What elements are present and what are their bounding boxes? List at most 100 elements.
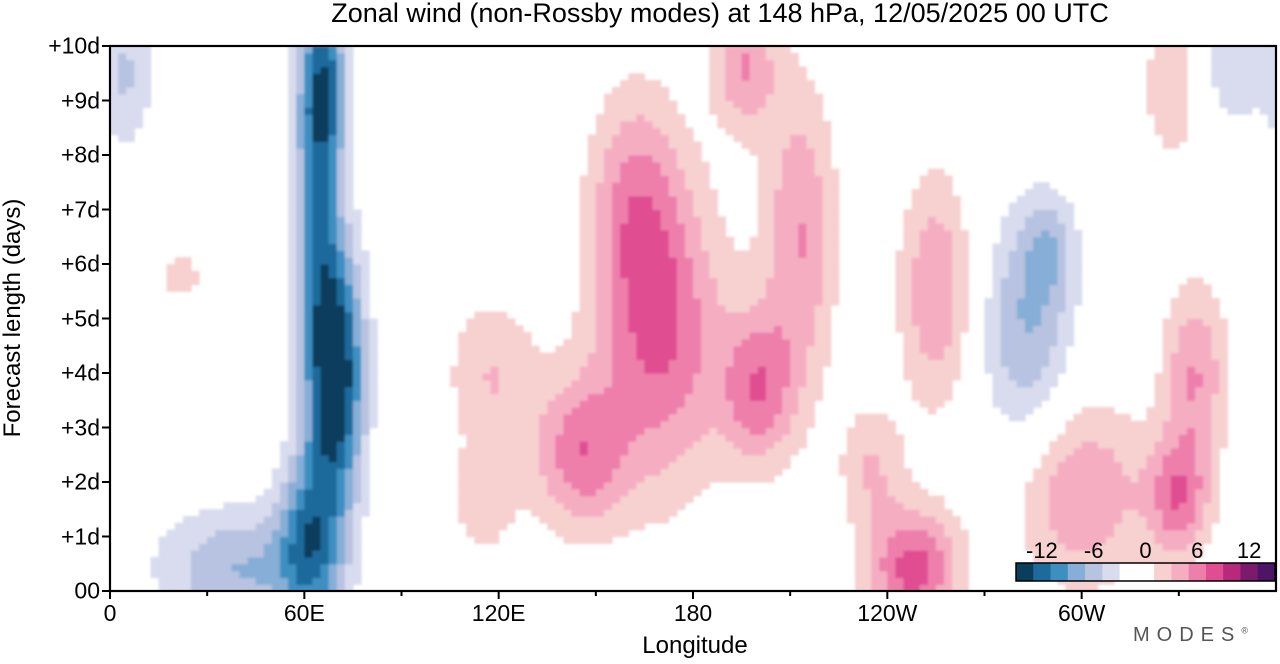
heatmap-cell	[312, 73, 322, 81]
heatmap-cell	[636, 373, 646, 381]
heatmap-cell	[919, 584, 929, 591]
heatmap-cell	[304, 386, 314, 395]
heatmap-cell	[725, 332, 735, 340]
heatmap-cell	[741, 427, 751, 435]
heatmap-cell	[587, 270, 597, 279]
heatmap-cell	[361, 434, 370, 442]
heatmap-cell	[506, 352, 516, 360]
heatmap-cell	[328, 352, 338, 360]
heatmap-cell	[1049, 475, 1058, 483]
heatmap-cell	[1065, 202, 1075, 211]
heatmap-cell	[1122, 529, 1131, 538]
heatmap-cell	[911, 529, 921, 538]
heatmap-cell	[1049, 522, 1058, 531]
heatmap-cell	[935, 189, 945, 197]
heatmap-cell	[1195, 543, 1204, 551]
heatmap-cell	[684, 236, 694, 245]
heatmap-cell	[1114, 447, 1123, 456]
heatmap-cell	[798, 120, 807, 129]
heatmap-cell	[482, 434, 492, 442]
heatmap-cell	[579, 175, 589, 183]
heatmap-cell	[336, 311, 346, 320]
heatmap-cell	[1073, 522, 1083, 531]
heatmap-cell	[814, 284, 824, 292]
heatmap-cell	[765, 291, 775, 299]
heatmap-cell	[952, 577, 961, 585]
heatmap-cell	[1186, 284, 1196, 292]
heatmap-cell	[765, 441, 775, 449]
heatmap-cell	[636, 155, 646, 163]
heatmap-cell	[555, 488, 565, 497]
heatmap-cell	[806, 134, 816, 142]
heatmap-cell	[166, 284, 176, 292]
heatmap-cell	[336, 318, 346, 326]
heatmap-cell	[1195, 447, 1204, 456]
heatmap-cell	[587, 400, 597, 408]
heatmap-cell	[320, 413, 330, 422]
heatmap-cell	[765, 284, 775, 292]
heatmap-cell	[263, 584, 273, 591]
heatmap-cell	[903, 223, 913, 231]
heatmap-cell	[733, 359, 743, 367]
heatmap-cell	[644, 311, 654, 320]
heatmap-cell	[474, 332, 484, 340]
heatmap-cell	[952, 345, 961, 354]
heatmap-cell	[344, 298, 354, 306]
heatmap-cell	[1211, 468, 1220, 476]
heatmap-cell	[595, 250, 605, 258]
heatmap-cell	[328, 482, 338, 490]
heatmap-cell	[547, 413, 556, 422]
heatmap-cell	[304, 141, 314, 149]
heatmap-cell	[1154, 516, 1164, 524]
heatmap-cell	[579, 516, 589, 524]
heatmap-cell	[320, 488, 330, 497]
heatmap-cell	[344, 155, 354, 163]
heatmap-cell	[1065, 529, 1075, 538]
heatmap-cell	[1195, 304, 1204, 313]
heatmap-cell	[854, 461, 864, 469]
heatmap-cell	[1178, 46, 1188, 54]
heatmap-cell	[296, 556, 305, 565]
heatmap-cell	[620, 441, 629, 449]
heatmap-cell	[676, 366, 686, 374]
heatmap-cell	[652, 407, 662, 415]
heatmap-cell	[709, 352, 718, 360]
heatmap-cell	[1041, 543, 1050, 551]
heatmap-cell	[1178, 93, 1188, 102]
heatmap-cell	[1162, 482, 1172, 490]
heatmap-cell	[304, 223, 314, 231]
heatmap-cell	[676, 482, 686, 490]
heatmap-cell	[879, 550, 888, 558]
heatmap-cell	[328, 536, 338, 544]
heatmap-cell	[644, 270, 654, 279]
heatmap-cell	[684, 325, 694, 333]
heatmap-cell	[717, 216, 726, 224]
heatmap-cell	[871, 556, 880, 565]
heatmap-cell	[288, 304, 297, 313]
heatmap-cell	[636, 195, 646, 204]
heatmap-cell	[741, 46, 751, 54]
heatmap-cell	[782, 66, 791, 74]
heatmap-cell	[952, 570, 961, 578]
heatmap-cell	[1146, 73, 1156, 81]
heatmap-cell	[1000, 264, 1010, 272]
heatmap-cell	[255, 536, 265, 544]
heatmap-cell	[490, 366, 500, 374]
heatmap-cell	[118, 107, 127, 115]
heatmap-cell	[765, 379, 775, 388]
heatmap-cell	[344, 277, 354, 286]
heatmap-cell	[1065, 270, 1075, 279]
heatmap-cell	[684, 168, 694, 177]
heatmap-cell	[725, 454, 735, 463]
heatmap-cell	[288, 468, 297, 476]
heatmap-cell	[782, 447, 791, 456]
heatmap-cell	[571, 441, 581, 449]
heatmap-cell	[1178, 502, 1188, 510]
heatmap-cell	[288, 134, 297, 142]
heatmap-cell	[1138, 468, 1148, 476]
heatmap-cell	[506, 454, 516, 463]
heatmap-cell	[547, 502, 556, 510]
heatmap-cell	[1000, 298, 1010, 306]
heatmap-cell	[304, 66, 314, 74]
heatmap-cell	[506, 407, 516, 415]
